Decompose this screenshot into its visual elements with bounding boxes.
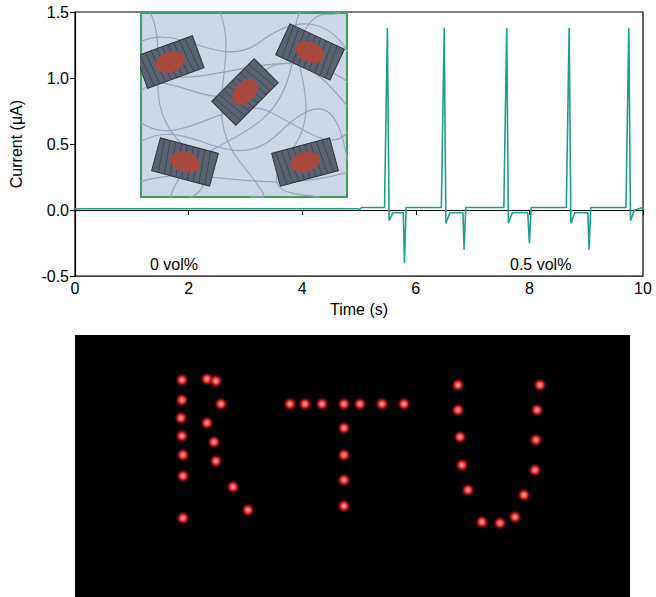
svg-text:-0.5: -0.5: [41, 268, 69, 285]
svg-text:4: 4: [298, 280, 307, 297]
svg-text:Time (s): Time (s): [330, 301, 388, 318]
svg-text:0 vol%: 0 vol%: [150, 256, 198, 273]
svg-text:10: 10: [634, 280, 652, 297]
svg-text:2: 2: [184, 280, 193, 297]
svg-text:1.0: 1.0: [47, 70, 69, 87]
svg-text:0.5 vol%: 0.5 vol%: [510, 256, 571, 273]
svg-text:1.5: 1.5: [47, 4, 69, 21]
svg-text:0: 0: [71, 280, 80, 297]
svg-text:6: 6: [411, 280, 420, 297]
svg-text:8: 8: [525, 280, 534, 297]
svg-text:0.0: 0.0: [47, 202, 69, 219]
svg-text:Current (μA): Current (μA): [8, 100, 25, 188]
svg-text:0.5: 0.5: [47, 136, 69, 153]
